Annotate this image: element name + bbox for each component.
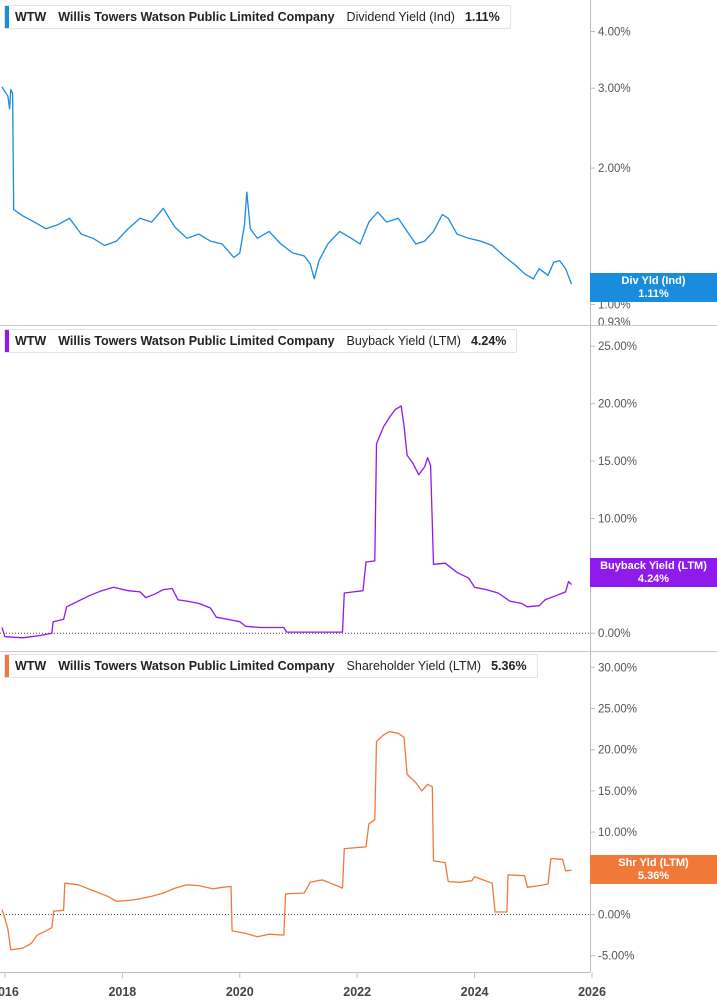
legend-metric: Shareholder Yield (LTM) xyxy=(346,659,482,673)
x-tick-label: 2018 xyxy=(108,985,136,999)
flag-label: Div Yld (Ind) xyxy=(621,275,686,287)
legend-value: 4.24% xyxy=(470,334,507,348)
y-tick-label: 30.00% xyxy=(598,662,637,674)
x-tick-label: 2020 xyxy=(226,985,254,999)
y-tick-label: 0.00% xyxy=(598,628,631,640)
y-tick-label: 20.00% xyxy=(598,399,637,411)
y-tick-label: 0.00% xyxy=(598,909,631,921)
x-tick-label: 2016 xyxy=(0,985,19,999)
y-tick-label: 10.00% xyxy=(598,827,637,839)
y-tick-label: 20.00% xyxy=(598,745,637,757)
flag-label: Buyback Yield (LTM) xyxy=(600,560,707,572)
legend-company: Willis Towers Watson Public Limited Comp… xyxy=(58,659,335,673)
legend-dividend-yield: WTW Willis Towers Watson Public Limited … xyxy=(4,5,511,29)
y-tick-label: 4.00% xyxy=(598,27,631,39)
y-tick-label: 25.00% xyxy=(598,341,637,353)
y-tick-label-min: 0.93% xyxy=(598,317,631,329)
y-tick-label: 25.00% xyxy=(598,704,637,716)
y-tick-label: 2.00% xyxy=(598,163,631,175)
x-tick-label: 2022 xyxy=(343,985,371,999)
y-tick-label: 3.00% xyxy=(598,83,631,95)
series-line-0 xyxy=(1,86,573,285)
series-line-2 xyxy=(1,730,572,951)
legend-metric: Dividend Yield (Ind) xyxy=(346,10,455,24)
x-tick-label: 2026 xyxy=(578,985,606,999)
legend-value: 1.11% xyxy=(464,10,500,24)
last-value-flag-dividend: Div Yld (Ind) 1.11% xyxy=(590,273,717,302)
series-line-1 xyxy=(1,405,572,639)
y-tick-label: -5.00% xyxy=(598,951,634,963)
legend-swatch-buyback xyxy=(5,330,9,352)
legend-swatch-shareholder xyxy=(5,655,9,677)
y-tick-label: 1.00% xyxy=(598,300,631,312)
flag-value: 5.36% xyxy=(637,870,670,882)
legend-shareholder-yield: WTW Willis Towers Watson Public Limited … xyxy=(4,654,538,678)
legend-ticker: WTW xyxy=(15,334,47,348)
legend-metric: Buyback Yield (LTM) xyxy=(346,334,461,348)
last-value-flag-shareholder: Shr Yld (LTM) 5.36% xyxy=(590,855,717,884)
legend-buyback-yield: WTW Willis Towers Watson Public Limited … xyxy=(4,329,518,353)
legend-ticker: WTW xyxy=(15,659,47,673)
flag-value: 4.24% xyxy=(637,573,670,585)
legend-company: Willis Towers Watson Public Limited Comp… xyxy=(58,334,335,348)
y-tick-label: 15.00% xyxy=(598,786,637,798)
legend-swatch-dividend xyxy=(5,6,9,28)
legend-value: 5.36% xyxy=(491,659,527,673)
x-tick-label: 2024 xyxy=(461,985,489,999)
flag-value: 1.11% xyxy=(638,288,669,300)
last-value-flag-buyback: Buyback Yield (LTM) 4.24% xyxy=(590,558,717,587)
flag-label: Shr Yld (LTM) xyxy=(618,857,689,869)
legend-ticker: WTW xyxy=(15,10,47,24)
legend-company: Willis Towers Watson Public Limited Comp… xyxy=(58,10,335,24)
y-tick-label: 10.00% xyxy=(598,513,637,525)
y-tick-label: 15.00% xyxy=(598,456,637,468)
